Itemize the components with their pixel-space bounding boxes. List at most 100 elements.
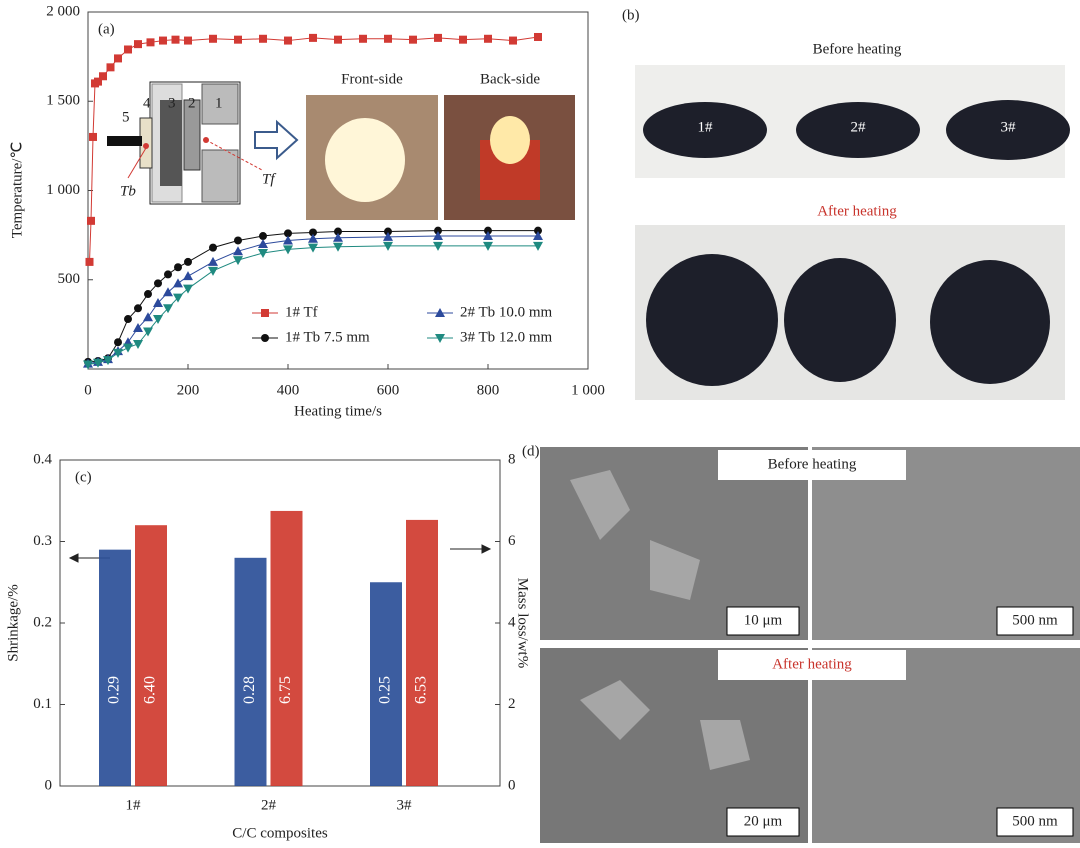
- marker: [153, 297, 163, 307]
- marker: [233, 256, 243, 266]
- marker: [103, 356, 113, 366]
- inset-label: 5: [122, 109, 130, 125]
- marker: [383, 231, 393, 241]
- marker: [384, 34, 392, 43]
- marker: [234, 35, 242, 44]
- photo-label: Front-side: [341, 71, 403, 87]
- panel-label: (d): [522, 443, 540, 459]
- marker: [174, 263, 182, 272]
- y2-tick-label: 2: [508, 696, 516, 712]
- value-label: 6.75: [277, 676, 294, 704]
- x-axis-label: C/C composites: [232, 825, 328, 841]
- marker: [409, 35, 417, 44]
- inset-label: 3: [168, 95, 176, 111]
- marker: [334, 227, 342, 236]
- y-axis-label: Temperature/℃: [9, 142, 25, 239]
- sample-label: 2#: [851, 119, 867, 135]
- marker: [184, 257, 192, 266]
- legend-label: 3# Tb 12.0 mm: [460, 329, 553, 345]
- scale-bar: 20 μm: [744, 813, 783, 829]
- photo-caption: After heating: [817, 203, 897, 219]
- scale-bar: 500 nm: [1012, 813, 1058, 829]
- marker: [99, 72, 107, 81]
- x-tick-label: 800: [477, 382, 500, 398]
- sem-images: [540, 447, 1080, 843]
- bar: [234, 557, 267, 786]
- legend-marker: [261, 309, 269, 317]
- marker: [434, 226, 442, 235]
- x-tick-label: 400: [277, 382, 300, 398]
- marker: [159, 36, 167, 45]
- marker: [163, 287, 173, 297]
- marker: [333, 232, 343, 242]
- marker: [259, 34, 267, 43]
- y-tick-label: 0.3: [33, 533, 52, 549]
- bar: [370, 582, 402, 786]
- marker: [283, 235, 293, 245]
- y2-tick-label: 8: [508, 451, 516, 467]
- marker: [123, 343, 133, 353]
- marker: [153, 315, 163, 325]
- marker: [209, 34, 217, 43]
- marker: [114, 338, 122, 347]
- y-axis-label: Shrinkage/%: [5, 584, 21, 661]
- marker: [459, 35, 467, 44]
- marker: [433, 231, 443, 241]
- y-tick-label: 0.1: [33, 696, 52, 712]
- value-label: 0.28: [241, 676, 258, 704]
- y-tick-label: 2 000: [46, 3, 80, 19]
- y2-tick-label: 4: [508, 614, 516, 630]
- marker: [309, 33, 317, 42]
- sem-caption: Before heating: [768, 456, 857, 472]
- furnace-diagram: [107, 81, 299, 205]
- marker: [309, 228, 317, 237]
- marker: [533, 241, 543, 251]
- marker: [258, 239, 268, 249]
- panel-label: (c): [75, 469, 92, 485]
- marker: [164, 270, 172, 279]
- marker: [154, 279, 162, 288]
- marker: [433, 241, 443, 251]
- marker: [124, 315, 132, 324]
- bar: [135, 525, 167, 786]
- marker: [124, 45, 132, 54]
- marker: [308, 243, 318, 253]
- marker: [134, 304, 142, 313]
- bar: [270, 510, 303, 786]
- probe-label: Tf: [262, 171, 276, 187]
- value-label: 6.53: [413, 676, 430, 704]
- marker: [209, 243, 217, 252]
- marker: [284, 36, 292, 45]
- legend-marker: [435, 308, 445, 317]
- marker: [484, 226, 492, 235]
- marker: [87, 216, 95, 225]
- marker: [184, 36, 192, 45]
- x-tick-label: 200: [177, 382, 200, 398]
- flame: [325, 118, 405, 202]
- marker: [308, 233, 318, 243]
- photo-caption: Before heating: [813, 41, 902, 57]
- marker: [133, 340, 143, 350]
- marker: [173, 278, 183, 288]
- legend-marker: [261, 334, 269, 342]
- marker: [106, 63, 115, 72]
- x-tick-label: 0: [84, 382, 92, 398]
- inset-label: 2: [188, 95, 196, 111]
- marker: [483, 231, 493, 241]
- panel-label: (a): [98, 21, 115, 37]
- marker: [133, 322, 143, 332]
- bar: [406, 519, 438, 786]
- y-tick-label: 1 000: [46, 182, 80, 198]
- marker: [163, 304, 173, 314]
- marker: [113, 348, 123, 358]
- marker: [534, 226, 542, 235]
- marker: [334, 35, 342, 44]
- marker: [85, 257, 94, 266]
- y2-tick-label: 0: [508, 777, 516, 793]
- flame: [490, 116, 530, 164]
- sample-label: 1#: [698, 119, 714, 135]
- marker: [384, 227, 392, 236]
- y-tick-label: 0.4: [33, 451, 52, 467]
- y-tick-label: 500: [58, 271, 81, 287]
